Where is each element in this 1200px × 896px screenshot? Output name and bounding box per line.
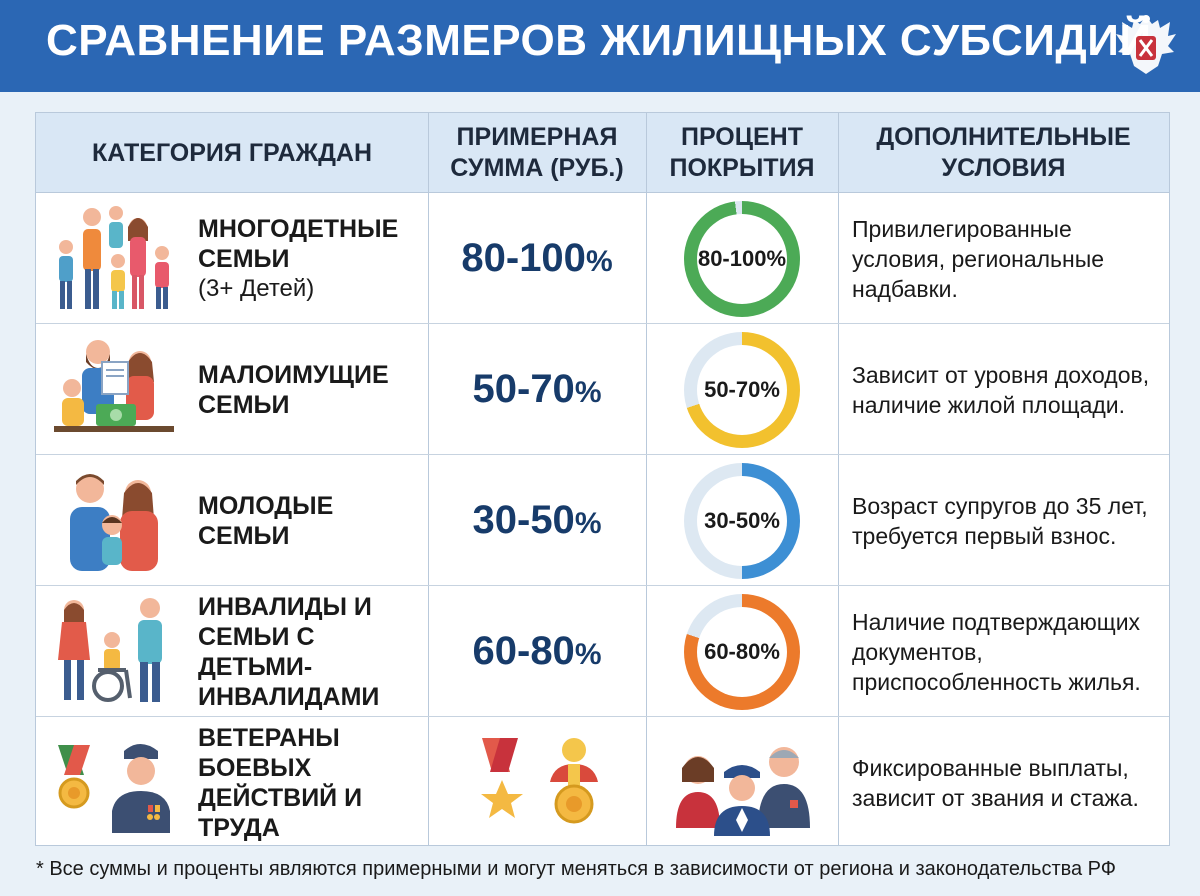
young-family-icon	[70, 474, 158, 571]
amount-value: 50-70	[472, 367, 575, 411]
medals-icon	[481, 737, 598, 823]
column-divider	[838, 113, 839, 845]
column-divider	[428, 113, 429, 845]
amount-value: 60-80	[472, 629, 575, 673]
amount-unit: %	[574, 637, 602, 671]
amount-cell	[428, 717, 646, 848]
amount-value: 30-50	[472, 498, 575, 542]
disabled-family-icon	[58, 598, 162, 702]
large-family-icon	[59, 206, 169, 309]
coverage-cell: 80-100%	[646, 193, 838, 324]
coverage-cell	[646, 717, 838, 848]
table-row: МНОГОДЕТНЫЕ СЕМЬИ (3+ Детей) 80-100% 80-…	[36, 193, 1169, 324]
amount-cell: 30-50%	[428, 455, 646, 586]
low-income-family-icon	[54, 340, 174, 432]
coat-of-arms-icon	[1116, 15, 1176, 74]
amount-unit: %	[585, 244, 613, 278]
category-name: ИНВАЛИДЫ И СЕМЬИ С ДЕТЬМИ- ИНВАЛИДАМИ	[198, 592, 380, 711]
conditions-cell: Фиксированные выплаты, зависит от звания…	[852, 754, 1139, 811]
column-header-amount: ПРИМЕРНАЯ СУММА (РУБ.)	[450, 123, 624, 182]
category-name: МНОГОДЕТНЫЕ СЕМЬИ	[198, 214, 399, 273]
veteran-medal-icon	[58, 744, 170, 833]
table-row: МОЛОДЫЕ СЕМЬИ 30-50% 30-50% Возраст супр…	[36, 455, 1169, 586]
coverage-label: 80-100%	[697, 245, 787, 271]
table-row: ИНВАЛИДЫ И СЕМЬИ С ДЕТЬМИ- ИНВАЛИДАМИ 60…	[36, 586, 1169, 717]
amount-value: 80-100	[461, 236, 586, 280]
category-cell: ВЕТЕРАНЫ БОЕВЫХ ДЕЙСТВИЙ И ТРУДА	[198, 717, 434, 848]
coverage-label: 60-80%	[704, 638, 780, 664]
category-name: ВЕТЕРАНЫ БОЕВЫХ ДЕЙСТВИЙ И ТРУДА	[198, 723, 363, 842]
category-name: МАЛОИМУЩИЕ СЕМЬИ	[198, 360, 389, 419]
conditions-cell: Зависит от уровня доходов, наличие жилой…	[852, 361, 1150, 418]
coverage-donut: 50-70%	[684, 331, 800, 448]
category-cell: ИНВАЛИДЫ И СЕМЬИ С ДЕТЬМИ- ИНВАЛИДАМИ	[198, 586, 434, 717]
amount-cell: 60-80%	[428, 586, 646, 717]
category-name: МОЛОДЫЕ СЕМЬИ	[198, 491, 334, 550]
coverage-label: 30-50%	[704, 507, 780, 533]
footnote: * Все суммы и проценты являются примерны…	[36, 858, 1116, 880]
page-title: СРАВНЕНИЕ РАЗМЕРОВ ЖИЛИЩНЫХ СУБСИДИЙ	[46, 16, 1152, 65]
column-header-category: КАТЕГОРИЯ ГРАЖДАН	[91, 138, 373, 167]
coverage-label: 50-70%	[704, 376, 780, 402]
column-divider	[646, 113, 647, 845]
coverage-donut: 30-50%	[684, 462, 800, 579]
amount-unit: %	[574, 506, 602, 540]
veterans-group-icon	[676, 746, 810, 836]
table-header: КАТЕГОРИЯ ГРАЖДАН ПРИМЕРНАЯ СУММА (РУБ.)…	[36, 113, 1169, 193]
coverage-donut: 80-100%	[684, 200, 800, 317]
coverage-cell: 30-50%	[646, 455, 838, 586]
amount-cell: 50-70%	[428, 324, 646, 455]
table-row: МАЛОИМУЩИЕ СЕМЬИ 50-70% 50-70% Зависит о…	[36, 324, 1169, 455]
category-note: (3+ Детей)	[198, 274, 315, 302]
category-cell: МОЛОДЫЕ СЕМЬИ	[198, 455, 434, 586]
conditions-cell: Привилегированные условия, региональные …	[852, 215, 1105, 302]
category-cell: МНОГОДЕТНЫЕ СЕМЬИ (3+ Детей)	[198, 193, 434, 324]
amount-cell: 80-100%	[428, 193, 646, 324]
column-header-coverage: ПРОЦЕНТ ПОКРЫТИЯ	[669, 123, 815, 182]
column-header-conditions: ДОПОЛНИТЕЛЬНЫЕ УСЛОВИЯ	[876, 123, 1131, 182]
subsidy-table: КАТЕГОРИЯ ГРАЖДАН ПРИМЕРНАЯ СУММА (РУБ.)…	[35, 112, 1170, 846]
conditions-cell: Наличие подтверждающих документов, присп…	[852, 608, 1141, 695]
amount-unit: %	[574, 375, 602, 409]
table-row: ВЕТЕРАНЫ БОЕВЫХ ДЕЙСТВИЙ И ТРУДА Фиксиро…	[36, 717, 1169, 847]
conditions-cell: Возраст супругов до 35 лет, требуется пе…	[852, 492, 1148, 549]
coverage-donut: 60-80%	[684, 593, 800, 710]
coverage-cell: 60-80%	[646, 586, 838, 717]
coverage-cell: 50-70%	[646, 324, 838, 455]
category-cell: МАЛОИМУЩИЕ СЕМЬИ	[198, 324, 434, 455]
page-header: СРАВНЕНИЕ РАЗМЕРОВ ЖИЛИЩНЫХ СУБСИДИЙ	[0, 0, 1200, 92]
